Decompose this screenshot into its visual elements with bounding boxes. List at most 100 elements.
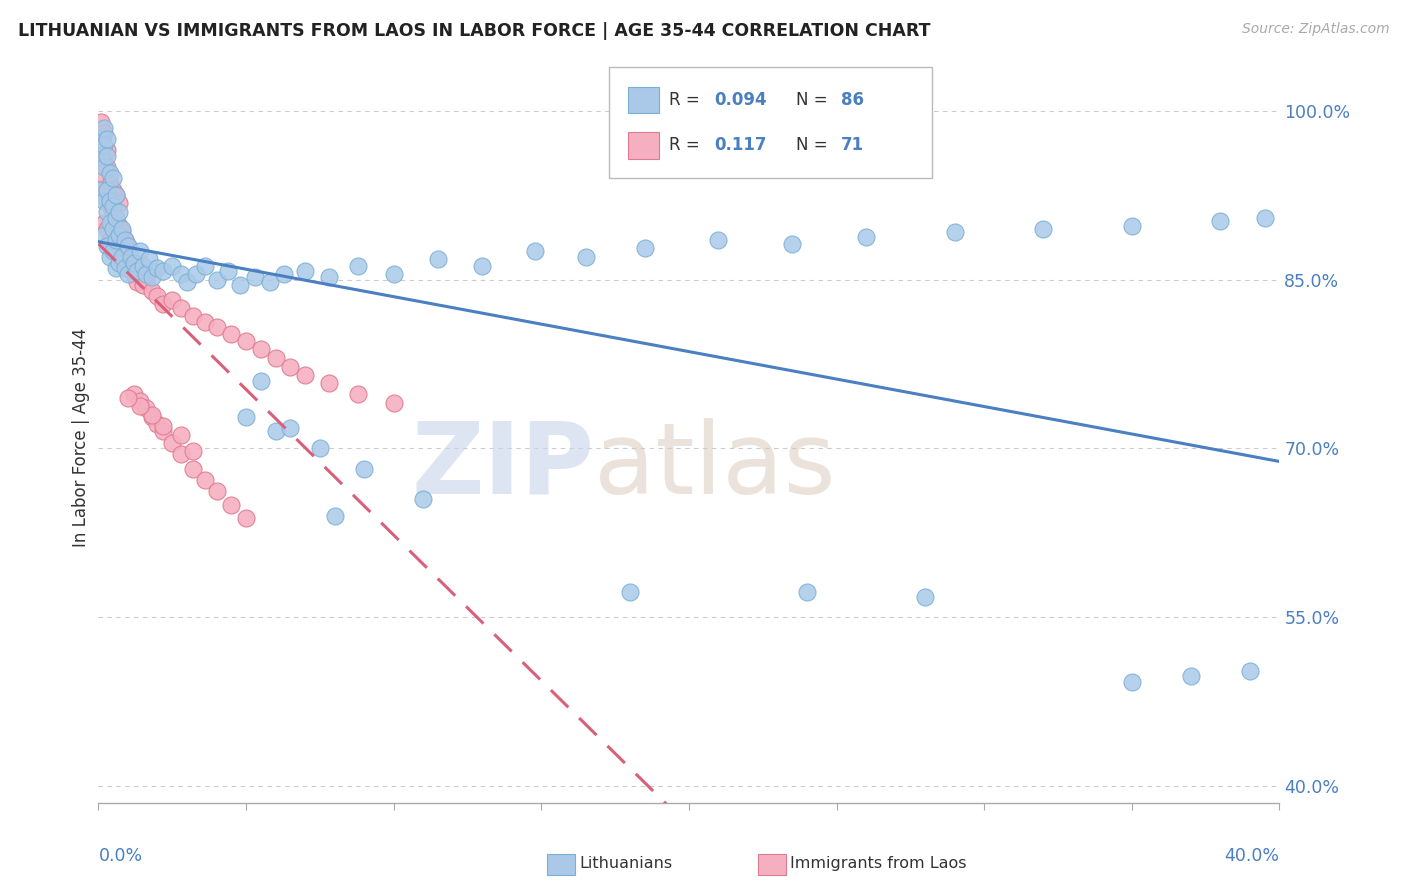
Point [184, 267, 207, 281]
Text: LITHUANIAN VS IMMIGRANTS FROM LAOS IN LABOR FORCE | AGE 35-44 CORRELATION CHART: LITHUANIAN VS IMMIGRANTS FROM LAOS IN LA… [18, 22, 931, 40]
Point [243, 270, 266, 285]
Point [194, 315, 217, 329]
Point [108, 255, 131, 269]
Point [914, 590, 936, 604]
Point [105, 188, 128, 202]
Point [259, 275, 281, 289]
Point [98, 250, 121, 264]
Point [98, 166, 121, 180]
Point [141, 408, 163, 422]
Point [93, 137, 115, 152]
Point [264, 351, 287, 366]
Point [93, 160, 115, 174]
Point [120, 250, 142, 264]
Point [111, 250, 134, 264]
Point [103, 244, 125, 259]
Point [162, 435, 183, 450]
Point [235, 409, 257, 424]
Point [108, 196, 131, 211]
Point [170, 301, 193, 315]
Point [347, 387, 370, 401]
Point [280, 421, 302, 435]
Point [943, 225, 966, 239]
Point [122, 255, 145, 269]
Point [294, 368, 316, 383]
Text: R =: R = [669, 136, 710, 154]
Point [855, 229, 877, 244]
Point [135, 267, 157, 281]
Point [96, 239, 118, 253]
Text: atlas: atlas [595, 417, 837, 515]
Point [176, 275, 198, 289]
Point [1121, 675, 1143, 690]
Point [108, 205, 131, 219]
Point [105, 261, 128, 276]
Point [114, 233, 136, 247]
Point [619, 585, 641, 599]
Point [103, 171, 125, 186]
Point [264, 425, 287, 439]
Point [105, 211, 128, 225]
Point [146, 261, 169, 276]
Point [93, 227, 115, 242]
Point [427, 252, 450, 267]
Point [98, 194, 121, 208]
Point [90, 137, 112, 152]
Point [125, 263, 148, 277]
Point [120, 259, 142, 273]
Point [90, 132, 112, 146]
Point [128, 244, 150, 259]
Point [412, 491, 434, 506]
Point [170, 427, 193, 442]
Point [93, 126, 115, 140]
Point [117, 261, 139, 276]
Point [105, 233, 128, 247]
Point [114, 233, 136, 247]
Text: 0.094: 0.094 [714, 91, 766, 109]
Point [98, 177, 121, 191]
Point [135, 401, 157, 415]
Point [250, 374, 273, 388]
Point [103, 227, 125, 242]
Text: N =: N = [796, 91, 832, 109]
Point [108, 244, 131, 259]
Point [103, 205, 125, 219]
Point [93, 194, 115, 208]
Point [108, 227, 131, 242]
Point [96, 222, 118, 236]
Point [273, 267, 295, 281]
Point [98, 199, 121, 213]
Point [111, 250, 134, 264]
Point [141, 409, 163, 424]
Point [382, 267, 405, 281]
Point [382, 396, 405, 410]
Point [575, 250, 598, 264]
Point [103, 199, 125, 213]
Text: N =: N = [796, 136, 832, 154]
Point [98, 216, 121, 230]
Point [205, 319, 228, 334]
Point [152, 297, 174, 311]
Point [132, 278, 155, 293]
Point [135, 272, 157, 286]
Point [152, 425, 174, 439]
Point [181, 461, 204, 475]
Text: R =: R = [669, 91, 706, 109]
Point [132, 259, 155, 273]
Point [170, 447, 193, 461]
Point [471, 259, 494, 273]
Point [318, 376, 340, 390]
Point [217, 263, 239, 277]
Point [309, 442, 332, 456]
Text: 71: 71 [841, 136, 863, 154]
Point [146, 417, 169, 431]
Point [194, 259, 217, 273]
Point [1209, 214, 1232, 228]
Point [96, 149, 118, 163]
Point [221, 498, 243, 512]
Point [796, 585, 818, 599]
Point [128, 263, 150, 277]
Point [1239, 664, 1261, 678]
Point [229, 278, 252, 293]
Point [221, 326, 243, 341]
